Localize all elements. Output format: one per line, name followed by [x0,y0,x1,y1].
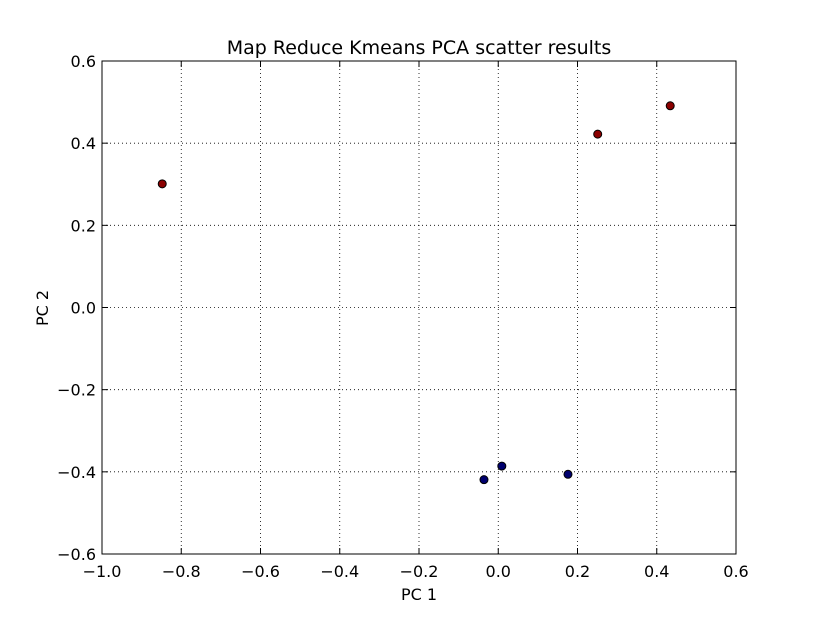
x-tick-label: −1.0 [83,562,122,581]
scatter-point [479,475,489,485]
y-tick-label: −0.4 [57,463,96,482]
y-tick-label: 0.4 [71,134,96,153]
x-tick-label: 0.2 [565,562,590,581]
y-tick-label: −0.6 [57,545,96,564]
y-tick-label: 0.6 [71,52,96,71]
x-tick-label: −0.2 [400,562,439,581]
scatter-point [593,129,603,139]
x-tick-label: −0.8 [162,562,201,581]
scatter-point [563,469,573,479]
x-tick-label: 0.0 [486,562,511,581]
y-tick-label: −0.2 [57,381,96,400]
chart-title: Map Reduce Kmeans PCA scatter results [227,37,612,59]
scatter-point [665,101,675,111]
x-tick-label: −0.6 [241,562,280,581]
x-tick-label: −0.4 [320,562,359,581]
y-axis-label: PC 2 [33,290,52,326]
data-points [157,101,675,485]
grid [102,61,736,554]
x-tick-label: 0.6 [723,562,748,581]
scatter-point [497,461,507,471]
x-axis-label: PC 1 [401,585,437,604]
axis-ticks: −1.0 −0.8 −0.6 −0.4 −0.2 0.0 0.2 0.4 0.6 −0.6 −0.4… [57,52,749,581]
x-tick-label: 0.4 [644,562,669,581]
y-tick-label: 0.0 [71,299,96,318]
y-tick-label: 0.2 [71,216,96,235]
scatter-point [157,179,167,189]
